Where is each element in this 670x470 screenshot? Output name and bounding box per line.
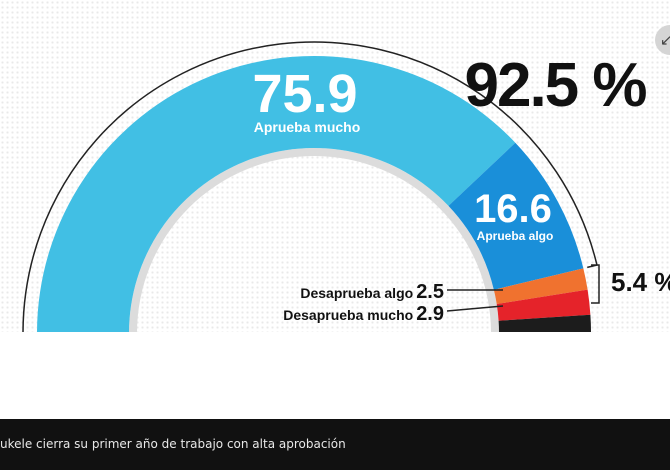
label-aprueba-mucho: Aprueba mucho <box>254 119 361 135</box>
label-desaprueba-mucho: Desaprueba mucho 2.9 <box>283 303 444 325</box>
segment-desaprueba-mucho <box>496 289 591 321</box>
label-aprueba-algo: Aprueba algo <box>477 229 554 243</box>
leader-line-desaprueba-mucho <box>446 305 504 312</box>
disapprove-bracket <box>591 264 600 304</box>
caption-text: ukele cierra su primer año de trabajo co… <box>0 437 346 451</box>
label-desaprueba-algo-name: Desaprueba algo <box>300 285 413 301</box>
segment-desaprueba-algo <box>493 268 588 305</box>
label-desaprueba-algo: Desaprueba algo 2.5 <box>300 281 444 303</box>
value-aprueba-algo: 16.6 <box>474 187 552 231</box>
total-disapprove: 5.4 % <box>611 267 670 297</box>
caption-bar: ukele cierra su primer año de trabajo co… <box>0 419 670 470</box>
approve-bracket <box>22 41 598 332</box>
segment-other <box>498 314 591 332</box>
expand-button[interactable]: ↙ <box>655 25 670 55</box>
value-aprueba-mucho: 75.9 <box>252 64 357 124</box>
approval-half-donut-chart: 75.9 Aprueba mucho 16.6 Aprueba algo 92.… <box>22 41 670 332</box>
segment-aprueba-algo <box>448 142 584 290</box>
total-approve: 92.5 % <box>464 51 646 120</box>
value-desaprueba-mucho: 2.9 <box>416 303 444 325</box>
value-desaprueba-algo: 2.5 <box>416 281 444 303</box>
chart-area: 75.9 Aprueba mucho 16.6 Aprueba algo 92.… <box>0 0 670 332</box>
label-desaprueba-mucho-name: Desaprueba mucho <box>283 307 413 323</box>
arrow-icon: ↙ <box>660 31 670 49</box>
segment-aprueba-mucho <box>37 56 516 332</box>
